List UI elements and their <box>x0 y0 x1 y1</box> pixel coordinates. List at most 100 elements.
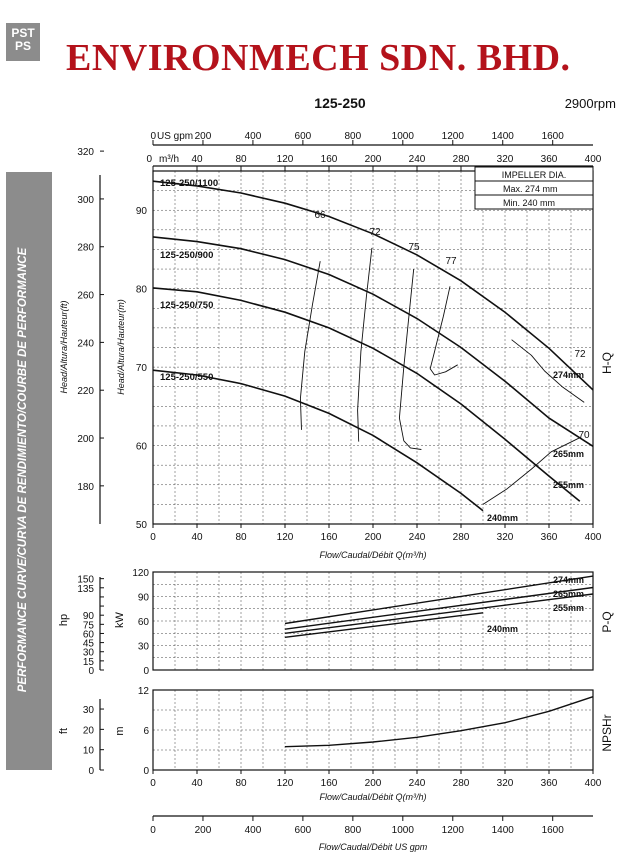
npsh-y-tick-label-m: 6 <box>143 726 149 737</box>
top-m3h-tick-label: 160 <box>321 154 338 165</box>
pq-curve-label: 265mm <box>553 589 584 599</box>
top-m3h-unit: m³/h <box>159 154 179 165</box>
pq-curve <box>284 575 594 625</box>
hq-ft-tick-label: 260 <box>77 291 94 302</box>
hq-x-tick-label: 40 <box>191 532 203 543</box>
hq-curve-end-label: 240mm <box>487 513 518 523</box>
hq-x-tick-label: 200 <box>365 532 382 543</box>
npsh-x-tick-label: 240 <box>409 778 426 789</box>
top-gpm-unit: US gpm <box>157 131 193 142</box>
bottom-gpm-label: Flow/Caudal/Débit US gpm <box>319 842 428 852</box>
npsh-y-tick-label-m: 0 <box>143 766 149 777</box>
hq-ft-tick-label: 320 <box>77 147 94 158</box>
hq-curve-name: 125-250/750 <box>160 300 213 311</box>
hq-x-tick-label: 0 <box>150 532 156 543</box>
hq-curve <box>152 369 484 512</box>
pq-hp-tick-label: 150 <box>77 575 94 586</box>
npsh-curve <box>284 696 594 748</box>
hq-y-tick-label-m: 80 <box>136 285 148 296</box>
pq-y-tick-label-kw: 90 <box>138 593 150 604</box>
hq-x-tick-label: 280 <box>453 532 470 543</box>
hq-y-label-m: Head/Altura/Hauteur(m) <box>116 299 126 395</box>
npsh-x-tick-label: 320 <box>497 778 514 789</box>
top-gpm-tick-label: 800 <box>345 131 362 142</box>
pq-hp-tick-label: 135 <box>77 584 94 595</box>
npsh-ft-tick-label: 0 <box>88 766 94 777</box>
pq-hp-tick-label: 75 <box>83 620 95 631</box>
pq-hp-tick-label: 15 <box>83 657 95 668</box>
hq-curve-name: 125-250/1100 <box>160 178 218 189</box>
top-gpm-tick-label: 1400 <box>492 131 515 142</box>
hq-curve <box>152 180 594 391</box>
hq-curve-end-label: 274mm <box>553 370 584 380</box>
npsh-x-tick-label: 160 <box>321 778 338 789</box>
hq-ft-tick-label: 300 <box>77 195 94 206</box>
badge-line-1: PST <box>11 26 35 40</box>
pq-side-title: P-Q <box>600 611 614 632</box>
efficiency-label: 75 <box>408 242 420 253</box>
hq-curve <box>152 287 581 502</box>
top-m3h-tick-label: 80 <box>235 154 247 165</box>
hq-x-tick-label: 240 <box>409 532 426 543</box>
pq-curve-label: 255mm <box>553 603 584 613</box>
impeller-box-max: Max. 274 mm <box>503 184 558 194</box>
hq-x-tick-label: 120 <box>277 532 294 543</box>
bottom-gpm-tick-label: 1600 <box>542 825 565 836</box>
efficiency-label: 72 <box>574 349 586 360</box>
brand-badge: PST PS <box>6 23 40 61</box>
npsh-ft-tick-label: 10 <box>83 746 95 757</box>
efficiency-label: 66 <box>314 210 326 221</box>
sidebar-band <box>6 172 52 770</box>
top-gpm-tick-label: 400 <box>245 131 262 142</box>
pq-hp-tick-label: 30 <box>83 648 95 659</box>
top-gpm-tick-label: 200 <box>195 131 212 142</box>
hq-ft-tick-label: 240 <box>77 338 94 349</box>
npsh-x-tick-label: 80 <box>235 778 247 789</box>
efficiency-label: 70 <box>578 430 590 441</box>
npsh-y-label-m: m <box>114 726 126 735</box>
hq-x-label: Flow/Caudal/Débit Q(m³/h) <box>319 550 426 560</box>
pq-y-tick-label-kw: 60 <box>138 617 150 628</box>
efficiency-contour <box>357 247 373 442</box>
efficiency-contour <box>299 261 321 430</box>
hq-y-tick-label-m: 90 <box>136 206 148 217</box>
top-gpm-tick-label: 0 <box>150 131 156 142</box>
hq-x-tick-label: 320 <box>497 532 514 543</box>
efficiency-label: 77 <box>445 256 457 267</box>
badge-line-2: PS <box>14 39 31 53</box>
hq-x-tick-label: 80 <box>235 532 247 543</box>
bottom-gpm-tick-label: 200 <box>195 825 212 836</box>
pq-y-tick-label-kw: 30 <box>138 642 150 653</box>
bottom-gpm-tick-label: 400 <box>245 825 262 836</box>
pq-curve <box>284 586 594 630</box>
hq-ft-tick-label: 280 <box>77 243 94 254</box>
hq-y-tick-label-m: 70 <box>136 363 148 374</box>
top-m3h-tick-label: 40 <box>191 154 203 165</box>
efficiency-contour <box>482 437 580 505</box>
hq-curve <box>152 236 594 447</box>
hq-ft-tick-label: 180 <box>77 482 94 493</box>
pq-curve <box>284 612 484 638</box>
npsh-ft-tick-label: 20 <box>83 725 95 736</box>
pq-y-tick-label-kw: 120 <box>132 568 149 579</box>
top-gpm-tick-label: 600 <box>295 131 312 142</box>
pq-frame <box>152 571 594 671</box>
npsh-y-tick-label-m: 12 <box>138 686 150 697</box>
hq-y-label-ft: Head/Altura/Hauteur(ft) <box>59 300 69 393</box>
pq-y-tick-label-kw: 0 <box>143 666 149 677</box>
npsh-x-label: Flow/Caudal/Débit Q(m³/h) <box>319 792 426 802</box>
hq-side-title: H-Q <box>600 352 614 374</box>
top-m3h-tick-label: 0 <box>146 154 152 165</box>
npsh-x-tick-label: 120 <box>277 778 294 789</box>
npsh-side-title: NPSHr <box>600 714 614 751</box>
pq-curve-label: 240mm <box>487 624 518 634</box>
npsh-x-tick-label: 200 <box>365 778 382 789</box>
hq-curve-name: 125-250/900 <box>160 250 213 261</box>
efficiency-contour <box>398 269 422 450</box>
hq-ft-tick-label: 220 <box>77 386 94 397</box>
impeller-box <box>474 166 594 210</box>
speed-label: 2900rpm <box>565 96 616 111</box>
hq-x-tick-label: 360 <box>541 532 558 543</box>
efficiency-label: 72 <box>369 227 381 238</box>
pq-hp-tick-label: 45 <box>83 639 95 650</box>
